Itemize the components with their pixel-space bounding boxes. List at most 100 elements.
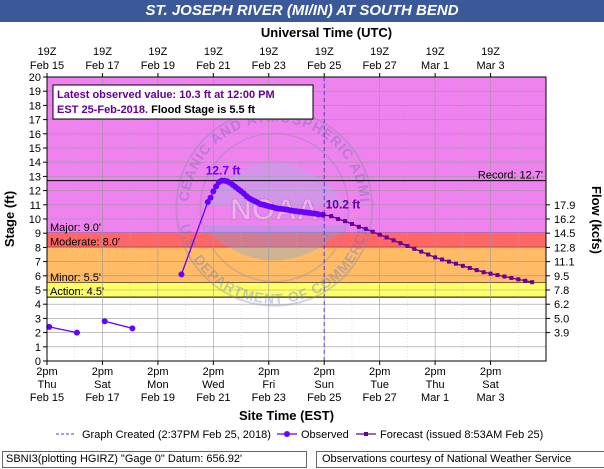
forecast-point: [426, 252, 431, 257]
observed-point: [210, 188, 217, 195]
footer-credit: Observations courtesy of National Weathe…: [316, 451, 604, 468]
x-tick-label: Thu: [38, 379, 57, 391]
flood-band-label: Minor: 5.5': [50, 272, 101, 284]
y-tick-label: 2: [35, 328, 41, 340]
top-tick-label: Feb 23: [252, 60, 286, 72]
forecast-point: [523, 278, 528, 283]
forecast-point: [467, 265, 472, 270]
flow-tick-label: 3.9: [554, 328, 569, 340]
watermark-sky: [200, 162, 349, 206]
flood-band-labels: Major: 9.0' Moderate: 8.0' Minor: 5.5' Acti…: [50, 222, 120, 298]
forecast-point: [405, 243, 410, 248]
y-tick-label: 4: [35, 299, 41, 311]
flow-tick-label: 14.5: [554, 228, 575, 240]
top-tick-label: 19Z: [370, 46, 389, 58]
flow-tick-label: 12.8: [554, 242, 575, 254]
x-tick-label: Mar 3: [476, 392, 504, 404]
forecast-point: [495, 273, 500, 278]
forecast-point: [349, 221, 354, 226]
flow-tick-label: 6.2: [554, 299, 569, 311]
x-tick-label: Feb 23: [252, 392, 286, 404]
top-tick-label: Feb 15: [30, 60, 64, 72]
top-axis-label: Universal Time (UTC): [261, 25, 392, 40]
x-tick-label: Fri: [262, 379, 275, 391]
forecast-point: [356, 224, 361, 229]
top-tick-label: Mar 1: [421, 60, 449, 72]
y-tick-label: 0: [35, 356, 41, 368]
x-tick-label: 2pm: [92, 366, 113, 378]
x-tick-label: Feb 17: [85, 392, 119, 404]
x-tick-label: Sun: [314, 379, 334, 391]
top-tick-label: Feb 19: [141, 60, 175, 72]
x-tick-label: 2pm: [369, 366, 390, 378]
forecast-point: [419, 249, 424, 254]
x-tick-label: 2pm: [147, 366, 168, 378]
x-tick-label: Wed: [202, 379, 224, 391]
observed-point: [207, 194, 214, 201]
forecast-point: [460, 263, 465, 268]
forecast-point: [320, 212, 325, 217]
crest-label: 12.7 ft: [206, 164, 241, 178]
legend-forecast-marker: [364, 432, 368, 436]
observed-line: [104, 320, 133, 329]
top-tick-label: 19Z: [38, 46, 57, 58]
x-tick-label: Thu: [426, 379, 445, 391]
y-tick-label: 19: [29, 86, 41, 98]
x-tick-label: Feb 19: [141, 392, 175, 404]
legend-forecast-label: Forecast (issued 8:53AM Feb 25): [380, 429, 543, 441]
y-tick-label: 7: [35, 257, 41, 269]
observed-point: [73, 329, 80, 336]
forecast-point: [502, 274, 507, 279]
y-tick-label: 16: [29, 129, 41, 141]
forecast-point: [481, 270, 486, 275]
flow-tick-label: 7.8: [554, 285, 569, 297]
x-tick-label: Sat: [482, 379, 499, 391]
record-label: Record: 12.7': [478, 170, 543, 182]
y-tick-label: 11: [30, 200, 41, 212]
forecast-point: [377, 232, 382, 237]
y-tick-label: 10: [29, 214, 41, 226]
top-tick-label: 19Z: [93, 46, 112, 58]
forecast-point: [453, 261, 458, 266]
latest-value-label: 10.2 ft: [326, 198, 361, 212]
x-tick-label: 2pm: [480, 366, 501, 378]
x-tick-label: 2pm: [258, 366, 279, 378]
forecast-point: [446, 259, 451, 264]
top-tick-label: 19Z: [259, 46, 278, 58]
y-tick-label: 13: [29, 171, 41, 183]
x-tick-label: 2pm: [36, 366, 57, 378]
info-box-frame: [52, 84, 314, 120]
forecast-point: [433, 255, 438, 260]
forecast-point: [440, 257, 445, 262]
observed-point: [204, 198, 211, 205]
y-tick-label: 1: [35, 342, 41, 354]
observed-point: [129, 325, 136, 332]
flood-band: [47, 233, 546, 248]
top-tick-label: Feb 17: [85, 60, 119, 72]
flood-band-label: Action: 4.5': [50, 286, 104, 298]
info-box-line1: Latest observed value: 10.3 ft at 12:00 …: [57, 89, 275, 101]
top-tick-label: 19Z: [315, 46, 334, 58]
flow-tick-label: 16.2: [554, 214, 575, 226]
top-tick-label: Feb 27: [363, 60, 397, 72]
flood-band-label: Major: 9.0': [50, 222, 101, 234]
y-tick-label: 8: [35, 242, 41, 254]
legend-created-label: Graph Created (2:37PM Feb 25, 2018): [82, 429, 271, 441]
flow-tick-label: 11.1: [554, 257, 575, 269]
x-tick-label: Mar 1: [421, 392, 449, 404]
flow-axis-label: Flow (kcfs): [589, 186, 604, 254]
x-tick-label: Feb 15: [30, 392, 64, 404]
forecast-point: [509, 275, 514, 280]
chart-title: ST. JOSEPH RIVER (MI/IN) AT SOUTH BEND: [0, 0, 604, 22]
observed-point: [101, 318, 108, 325]
y-tick-label: 15: [29, 143, 41, 155]
flow-tick-label: 17.9: [554, 200, 575, 212]
x-axis-label: Site Time (EST): [239, 408, 334, 423]
y-tick-label: 3: [35, 313, 41, 325]
forecast-point: [384, 235, 389, 240]
x-tick-label: Sat: [94, 379, 111, 391]
forecast-point: [474, 268, 479, 273]
observed-point: [178, 271, 185, 278]
